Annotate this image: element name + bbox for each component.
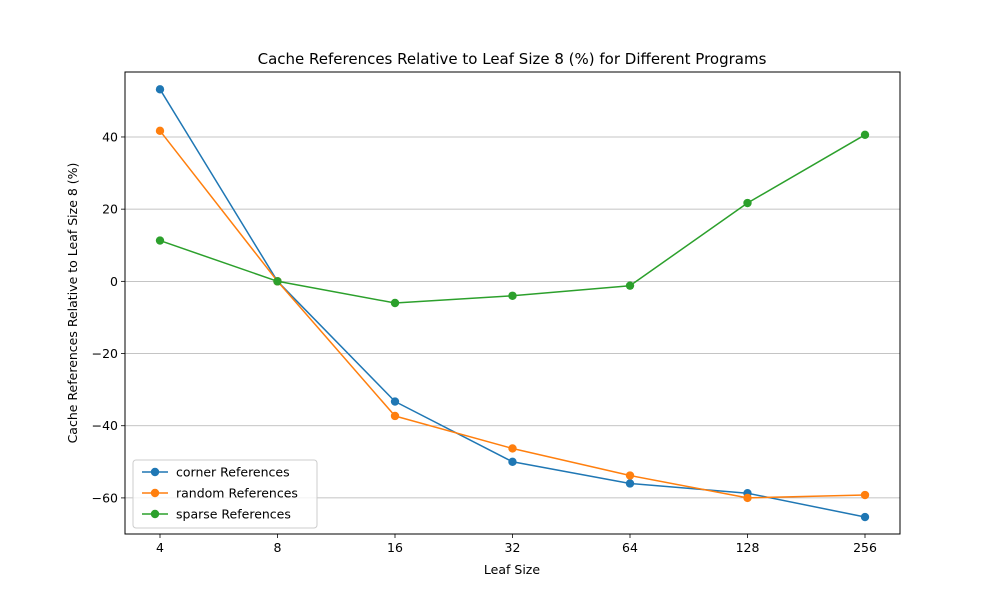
data-point — [625, 471, 635, 480]
legend-marker — [150, 509, 160, 519]
x-tick-label: 16 — [387, 540, 403, 555]
data-point — [860, 512, 870, 522]
y-tick-label: 0 — [110, 274, 118, 289]
y-tick-label: 40 — [102, 129, 118, 144]
chart-title: Cache References Relative to Leaf Size 8… — [258, 50, 767, 68]
x-tick-label: 8 — [274, 540, 282, 555]
y-tick-label: 20 — [102, 202, 118, 217]
legend: corner References random References sparse… — [132, 459, 318, 529]
x-tick-label: 4 — [156, 540, 164, 555]
data-point — [390, 397, 400, 406]
data-point — [273, 277, 282, 286]
x-tick-label: 256 — [853, 540, 877, 555]
legend-label: corner References — [176, 465, 290, 480]
y-tick-label: −40 — [92, 418, 118, 433]
legend-label: random References — [176, 486, 298, 501]
x-tick-label: 64 — [622, 540, 638, 555]
y-axis-label: Cache References Relative to Leaf Size 8… — [65, 163, 80, 444]
data-point — [625, 479, 635, 488]
data-point — [390, 298, 400, 308]
x-tick-label: 32 — [505, 540, 521, 555]
data-point — [155, 126, 165, 136]
data-point — [860, 130, 870, 140]
x-axis-label: Leaf Size — [484, 562, 540, 577]
legend-marker — [150, 488, 160, 498]
data-point — [743, 493, 752, 503]
series-layer — [155, 85, 870, 522]
legend-label: sparse References — [176, 507, 291, 522]
data-point — [743, 198, 752, 208]
y-tick-label: −20 — [92, 346, 118, 361]
series-3 — [155, 130, 870, 308]
data-point — [625, 281, 635, 290]
legend-box — [132, 459, 318, 529]
y-tick-label: −60 — [92, 490, 118, 505]
data-point — [860, 490, 870, 500]
legend-marker — [150, 467, 160, 477]
data-point — [155, 236, 165, 245]
data-point — [508, 291, 517, 300]
x-tick-label: 128 — [736, 540, 760, 555]
data-point — [508, 444, 517, 453]
y-axis: −60 −40 −20 0 20 40 — [92, 129, 125, 505]
x-axis: 4 8 16 32 64 128 256 — [156, 534, 877, 555]
data-point — [390, 411, 400, 421]
data-point — [508, 457, 517, 467]
data-point — [155, 85, 165, 94]
